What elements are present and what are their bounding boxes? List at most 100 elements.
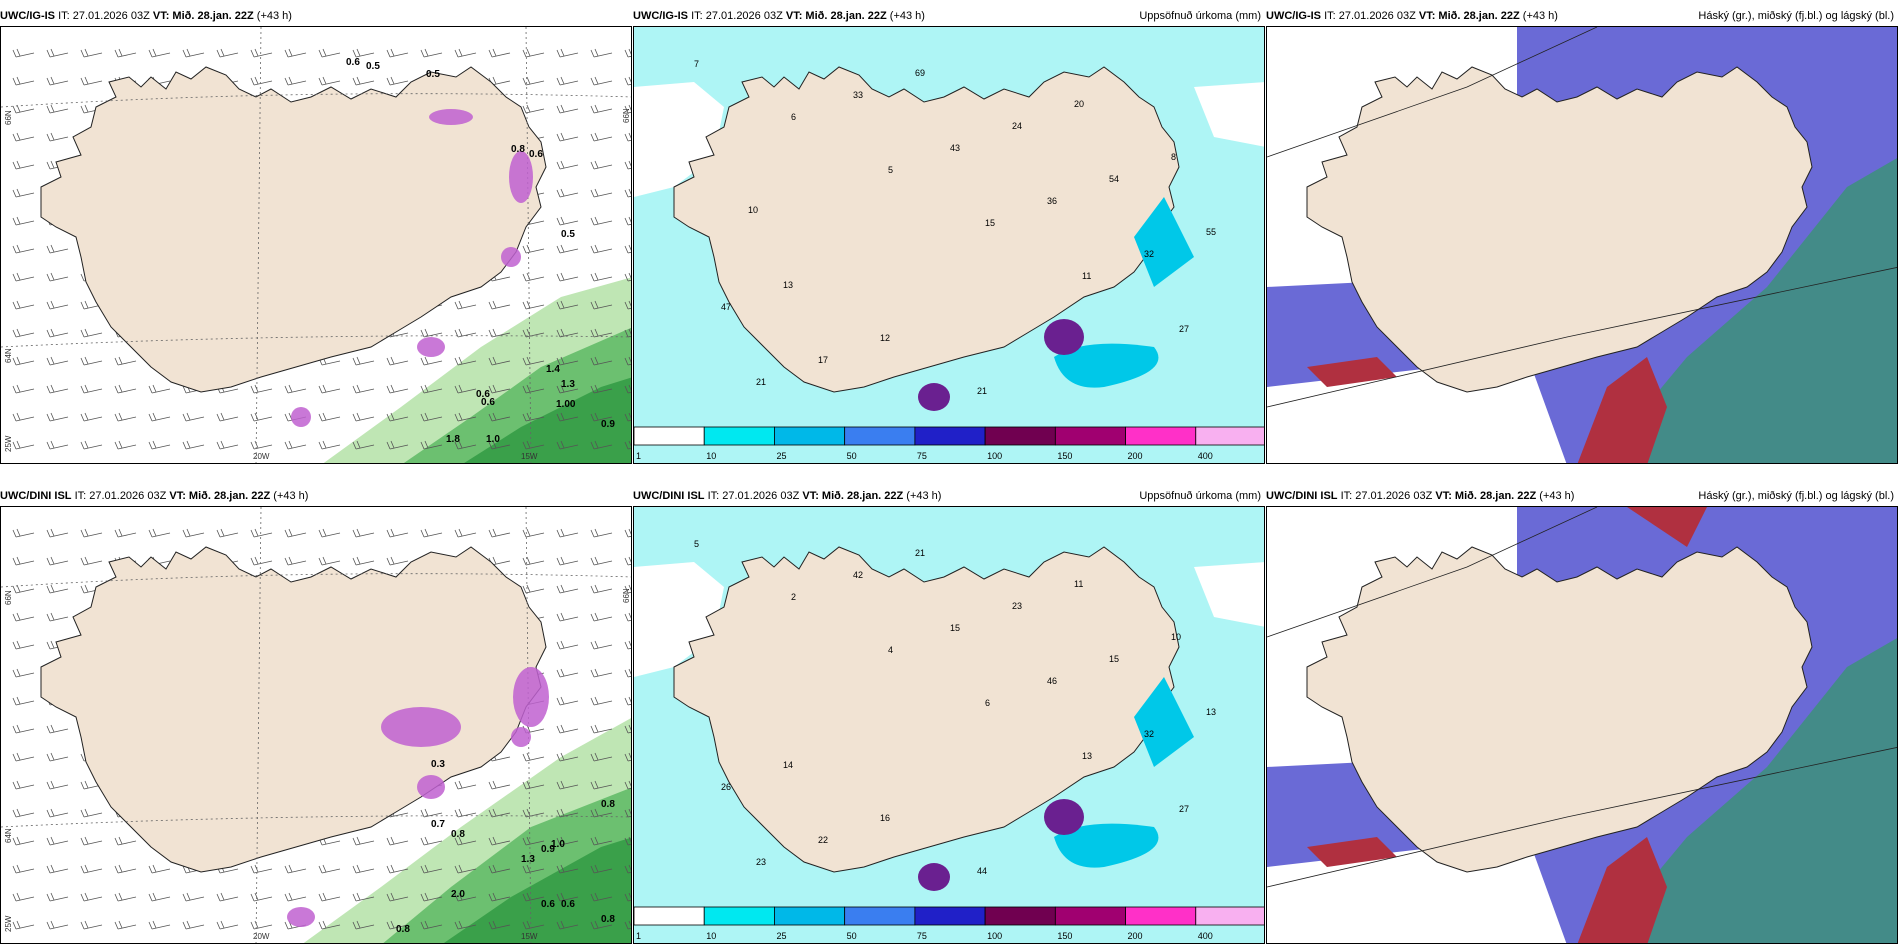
wind-barb [148, 48, 171, 58]
colorbar-segment [1195, 426, 1264, 446]
precip-value: 0.6 [529, 149, 543, 160]
map-frame[interactable]: 0.3 0.8 1.0 0.9 1.3 2.0 0.8 0.6 0.8 0.6 0.7 0.8 66N 6… [0, 506, 632, 944]
wind-barb [590, 920, 613, 930]
panel-title: Háský (gr.), miðský (fj.bl.) og lágský (… [1698, 10, 1894, 22]
wind-barb [46, 132, 69, 142]
precip-value: 0.3 [431, 759, 445, 770]
wind-barb [12, 892, 35, 902]
colorbar-segment [703, 906, 775, 926]
wind-barb [556, 328, 579, 338]
wind-barb [624, 696, 631, 706]
colorbar-segment [1125, 906, 1197, 926]
precip-value: 1.0 [551, 839, 565, 850]
wind-barb [352, 836, 375, 846]
wind-barb [556, 356, 579, 366]
wind-barb [624, 440, 631, 450]
wind-barb [46, 356, 69, 366]
low-cloud-area [1598, 638, 1897, 943]
colorbar-segment [984, 426, 1056, 446]
wind-barb [590, 668, 613, 678]
wind-barb [624, 864, 631, 874]
colorbar-label: 200 [1128, 931, 1143, 941]
wind-barb [352, 528, 375, 538]
wind-barb [12, 356, 35, 366]
colorbar-segment [703, 426, 775, 446]
wind-barb [624, 300, 631, 310]
wind-barb [556, 272, 579, 282]
wind-barb [522, 920, 545, 930]
map-frame[interactable] [1266, 506, 1898, 944]
map-frame[interactable] [1266, 26, 1898, 464]
accum-value: 27 [1179, 324, 1189, 334]
wind-barb [12, 528, 35, 538]
wind-barb [80, 528, 103, 538]
wind-barb [12, 48, 35, 58]
region-boundary [1267, 507, 1598, 638]
accum-value: 20 [1074, 99, 1084, 109]
wind-barb [624, 244, 631, 254]
wind-barb [556, 668, 579, 678]
panel-title: Uppsöfnuð úrkoma (mm) [1139, 490, 1261, 502]
accum-value: 2 [791, 592, 796, 602]
wind-barb [12, 272, 35, 282]
wind-barb [590, 528, 613, 538]
wind-barb [12, 612, 35, 622]
snow-area [509, 151, 533, 203]
wind-barb [556, 808, 579, 818]
lon-label: 25W [4, 435, 13, 452]
wind-barb [46, 780, 69, 790]
wind-barb [454, 440, 477, 450]
wind-barb [80, 328, 103, 338]
accum-value: 4 [888, 645, 893, 655]
wind-barb [12, 696, 35, 706]
wind-barb [12, 300, 35, 310]
wind-barb [12, 244, 35, 254]
wind-barb [182, 528, 205, 538]
map-frame[interactable]: 1 10 25 50 75 100 150 200 400 5 2 4 6 13 27 23 42 15 46 32 2… [633, 506, 1265, 944]
wind-barb [182, 892, 205, 902]
map-frame[interactable]: 0.6 0.5 0.5 0.8 0.6 0.5 1.3 1.4 0.6 1.00 0.9 1.0 1.8… [0, 26, 632, 464]
wind-barb [250, 412, 273, 422]
wind-barb [386, 76, 409, 86]
wind-barb [590, 48, 613, 58]
accum-value: 11 [1074, 579, 1083, 589]
wind-barb [556, 584, 579, 594]
wind-barb [46, 412, 69, 422]
wind-barb [12, 412, 35, 422]
precip-value: 2.0 [451, 889, 465, 900]
colorbar-label: 10 [706, 451, 716, 461]
wind-barb [12, 132, 35, 142]
wind-barb [556, 556, 579, 566]
wind-barb [352, 48, 375, 58]
wind-barb [12, 76, 35, 86]
accum-value: 21 [977, 386, 987, 396]
wind-barb [12, 160, 35, 170]
accum-value: 54 [1109, 174, 1119, 184]
map-frame[interactable]: 1 10 25 50 75 100 150 200 400 7 6 5 15 11 27 21 33 43 36 32… [633, 26, 1265, 464]
colorbar-label: 75 [917, 451, 927, 461]
wind-barb [352, 384, 375, 394]
wind-barb [556, 836, 579, 846]
panel-header: UWC/DINI ISL IT: 27.01.2026 03Z VT: Mið.… [0, 490, 309, 502]
wind-barb [556, 384, 579, 394]
wind-barb [318, 384, 341, 394]
snow-area [417, 775, 445, 799]
wind-barb [522, 528, 545, 538]
wind-barb [556, 216, 579, 226]
colorbar-segment [914, 906, 986, 926]
region-boundary [1267, 27, 1598, 158]
wind-barb [556, 724, 579, 734]
wind-barb [590, 584, 613, 594]
wind-barb [216, 440, 239, 450]
wind-barb [420, 836, 443, 846]
wind-barb [624, 272, 631, 282]
panel-top-middle: UWC/IG-IS IT: 27.01.2026 03Z VT: Mið. 28… [633, 6, 1265, 464]
wind-barb [12, 920, 35, 930]
accum-value: 46 [1047, 676, 1057, 686]
wind-barb [488, 864, 511, 874]
panel-header: UWC/DINI ISL IT: 27.01.2026 03Z VT: Mið.… [633, 486, 1265, 506]
wind-barb [318, 556, 341, 566]
wind-barb [46, 440, 69, 450]
wind-barb [148, 892, 171, 902]
colorbar-segment [1054, 906, 1126, 926]
